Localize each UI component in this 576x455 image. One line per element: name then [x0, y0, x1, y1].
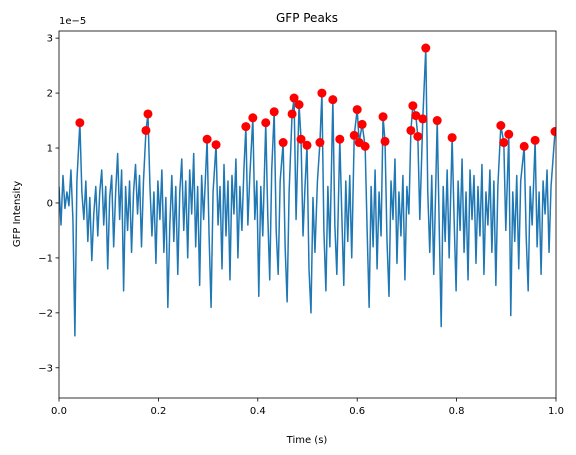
plot-frame: [58, 30, 557, 399]
peak-marker: [328, 95, 338, 105]
peak-marker: [269, 107, 279, 117]
peak-marker: [211, 140, 221, 150]
y-tick-label: 1: [47, 144, 53, 155]
peak-marker: [317, 88, 327, 98]
peak-marker: [378, 112, 388, 122]
peak-marker: [432, 116, 442, 126]
peak-marker: [418, 114, 428, 124]
x-tick-label: 0.8: [449, 406, 465, 417]
peak-marker: [315, 138, 325, 148]
x-tick-label: 0.2: [150, 406, 166, 417]
y-tick-label: −3: [38, 363, 53, 374]
peak-marker: [296, 134, 306, 144]
peak-marker: [530, 135, 540, 145]
peak-marker: [411, 111, 421, 121]
peak-marker: [421, 43, 431, 53]
signal-line: [59, 47, 556, 337]
x-tick-label: 1.0: [548, 406, 564, 417]
peak-marker: [141, 125, 151, 135]
peak-marker: [248, 113, 258, 123]
x-tick-label: 0.0: [51, 406, 67, 417]
peak-marker: [550, 127, 556, 137]
peak-marker: [294, 100, 304, 110]
peak-marker: [202, 134, 212, 144]
chart-title: GFP Peaks: [276, 11, 338, 25]
x-tick-label: 0.6: [349, 406, 365, 417]
peak-marker: [357, 119, 367, 129]
peak-marker: [360, 141, 370, 151]
y-axis-label: GFP Intensity: [12, 181, 23, 247]
peak-marker: [302, 140, 312, 150]
peak-marker: [278, 138, 288, 148]
peak-marker: [380, 136, 390, 146]
peak-marker: [352, 105, 362, 115]
peak-marker: [504, 129, 514, 139]
peak-marker: [143, 109, 153, 119]
peak-marker: [408, 101, 418, 111]
peak-marker: [519, 141, 529, 151]
y-tick-label: −1: [38, 253, 53, 264]
y-tick-label: 0: [47, 198, 53, 209]
x-axis-label: Time (s): [286, 435, 328, 446]
x-tick-label: 0.4: [250, 406, 266, 417]
peak-marker: [496, 120, 506, 130]
y-tick-label: 3: [47, 34, 53, 45]
peak-marker: [335, 134, 345, 144]
peak-marker: [406, 125, 416, 135]
peak-marker: [499, 138, 509, 148]
plot-area: [59, 43, 556, 337]
y-tick-label: −2: [38, 308, 53, 319]
peak-marker: [261, 118, 271, 128]
peak-marker: [349, 130, 359, 140]
peak-marker: [447, 133, 457, 143]
y-offset-label: 1e−5: [59, 16, 86, 27]
axes: 0.0 0.2 0.4 0.6 0.8 1.0 −3 −2 −1 0 1 2 3: [38, 30, 564, 417]
peak-marker: [289, 93, 299, 103]
peak-marker: [413, 131, 423, 141]
peak-marker: [241, 122, 251, 132]
y-tick-label: 2: [47, 89, 53, 100]
peak-marker: [287, 109, 297, 119]
peak-marker: [75, 118, 85, 128]
